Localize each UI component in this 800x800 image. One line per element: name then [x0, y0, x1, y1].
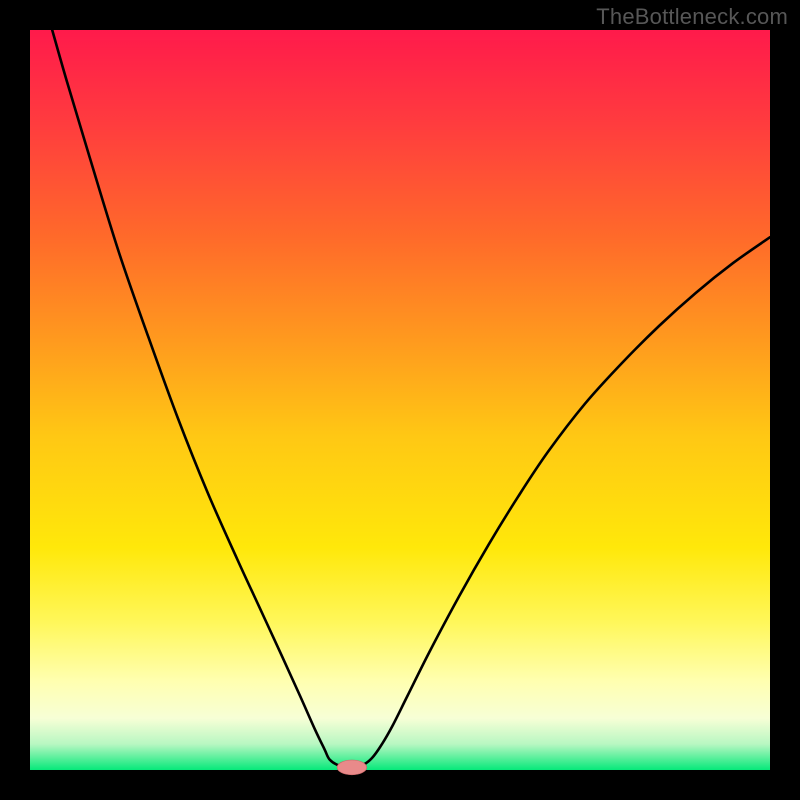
minimum-marker [337, 760, 367, 775]
chart-container: TheBottleneck.com [0, 0, 800, 800]
watermark-label: TheBottleneck.com [596, 4, 788, 30]
chart-svg [0, 0, 800, 800]
plot-background-gradient [30, 30, 770, 770]
